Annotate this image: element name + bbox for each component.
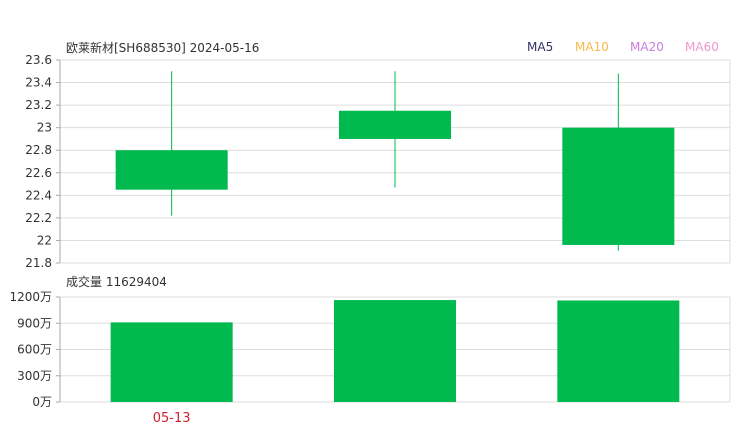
- volume-bar: [110, 322, 233, 402]
- candles: [115, 71, 675, 251]
- price-tick-label: 23: [37, 121, 52, 135]
- price-tick-label: 22: [37, 233, 52, 247]
- price-tick-label: 22.4: [25, 188, 52, 202]
- price-tick-label: 21.8: [25, 256, 52, 270]
- price-tick-label: 23.2: [25, 98, 52, 112]
- volume-tick-label: 300万: [17, 369, 52, 383]
- legend: MA5 MA10 MA20 MA60: [527, 40, 719, 54]
- candle-body: [115, 150, 228, 190]
- price-tick-label: 22.8: [25, 143, 52, 157]
- volume-tick-label: 1200万: [9, 290, 52, 304]
- volume-bar: [334, 300, 456, 402]
- volume-tick-label: 900万: [17, 316, 52, 330]
- candle-body: [339, 110, 451, 139]
- volume-tick-label: 600万: [17, 343, 52, 357]
- volume-axis-ticks: 1200万 900万 600万 300万 0万: [9, 290, 60, 409]
- price-tick-label: 23.6: [25, 53, 52, 67]
- candle: [115, 71, 228, 216]
- legend-ma10: MA10: [575, 40, 609, 54]
- candle: [339, 71, 451, 188]
- legend-ma60: MA60: [685, 40, 719, 54]
- x-axis-date-label: 05-13: [153, 411, 191, 426]
- price-axis-ticks: 23.6 23.4 23.2 23 22.8 22.6 22.4 22.2 22 21.8: [25, 53, 60, 270]
- candle: [562, 73, 675, 251]
- price-tick-label: 22.6: [25, 166, 52, 180]
- legend-ma5: MA5: [527, 40, 553, 54]
- volume-bars: [110, 300, 680, 402]
- volume-tick-label: 0万: [32, 395, 52, 409]
- price-tick-label: 23.4: [25, 76, 52, 90]
- volume-title: 成交量 11629404: [66, 274, 167, 289]
- legend-ma20: MA20: [630, 40, 664, 54]
- chart-title: 欧莱新材[SH688530] 2024-05-16: [66, 40, 259, 55]
- price-tick-label: 22.2: [25, 211, 52, 225]
- candle-body: [562, 127, 675, 245]
- x-axis-labels: 05-13: [153, 411, 191, 426]
- volume-bar: [557, 300, 680, 402]
